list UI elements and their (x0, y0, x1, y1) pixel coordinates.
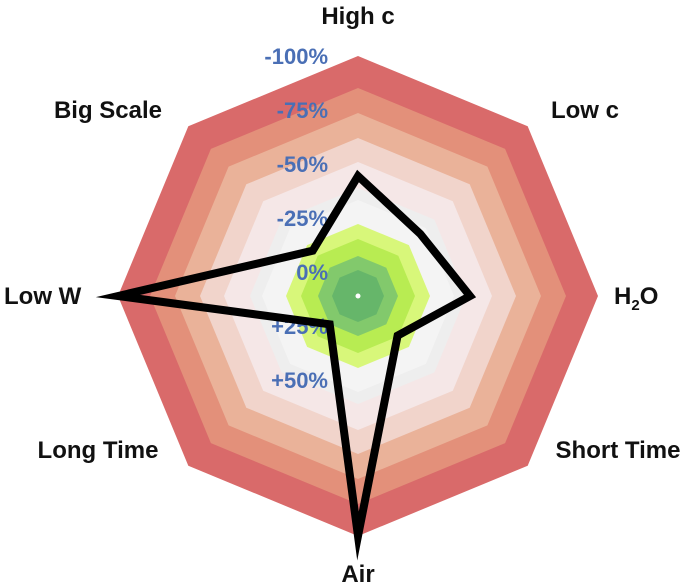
ring-label-4: 0% (296, 260, 328, 285)
series-layer (95, 169, 477, 561)
ring-label-2: -50% (277, 152, 328, 177)
axis-label-3: Short Time (556, 437, 681, 464)
axis-labels: High c Low c H2O Short Time Air Long Time Low … (4, 3, 680, 588)
axis-label-7: Big Scale (54, 97, 162, 124)
axis-label-5: Long Time (38, 437, 159, 464)
ring-labels: -100%-75%-50%-25%0%+25%+50% (264, 44, 328, 393)
axis-label-0: High c (321, 3, 394, 30)
ring-label-1: -75% (277, 98, 328, 123)
ring-label-0: -100% (264, 44, 328, 69)
series-line-0 (95, 169, 477, 561)
axis-label-6: Low W (4, 283, 82, 310)
axis-label-2: H2O (614, 283, 658, 314)
ring-label-3: -25% (277, 206, 328, 231)
axis-label-1: Low c (551, 97, 619, 124)
ring-label-6: +50% (271, 368, 328, 393)
axis-label-4: Air (341, 561, 374, 588)
center-point (355, 293, 361, 299)
